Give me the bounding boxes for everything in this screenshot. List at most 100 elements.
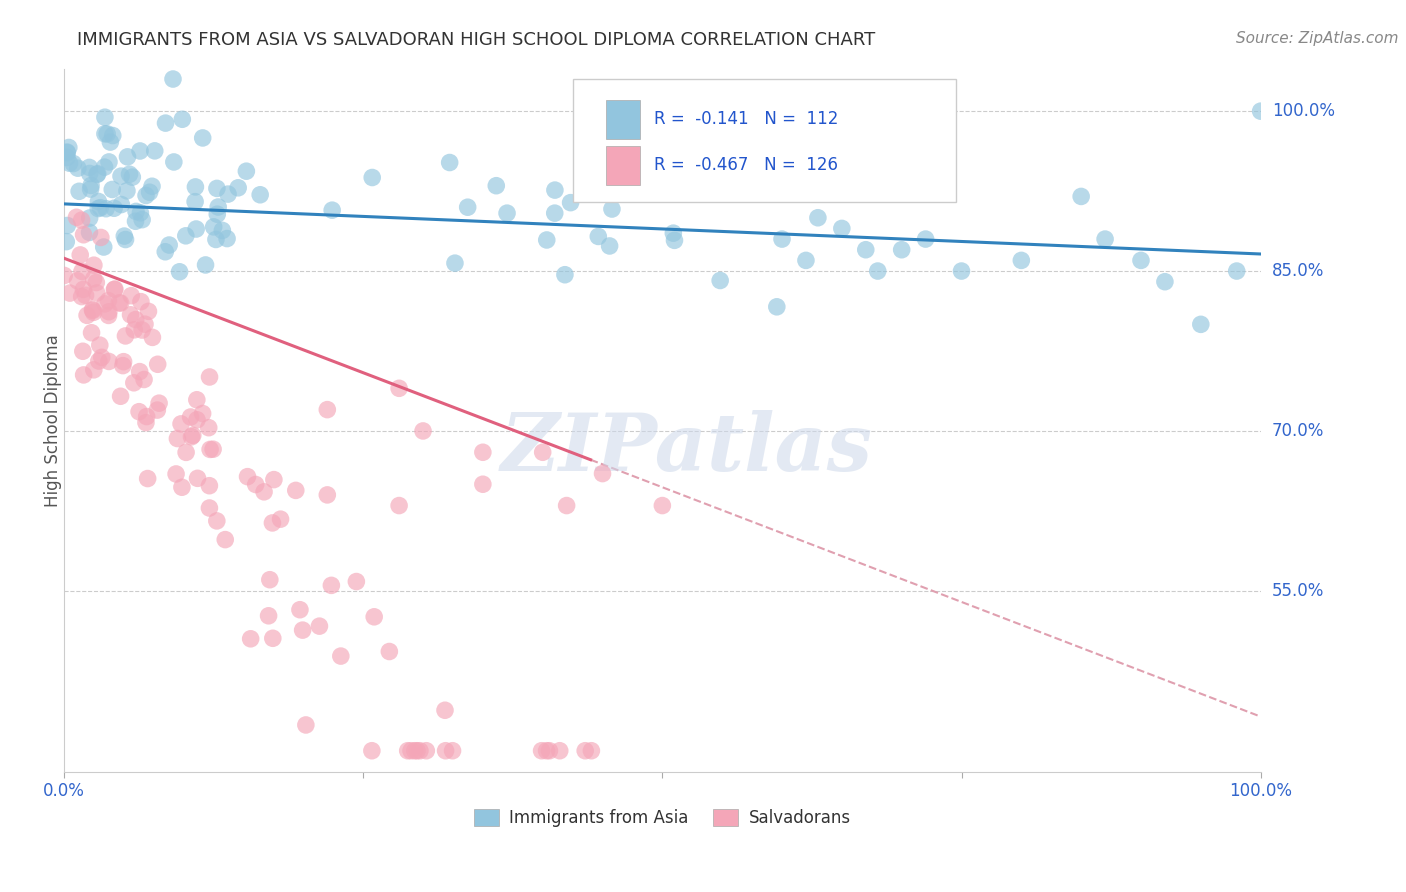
Point: [198, 370, 221, 384]
Point: [89, 338, 111, 352]
Point: [90, 351, 112, 365]
Point: [664, 233, 686, 247]
Point: [184, 194, 207, 209]
Point: [135, 188, 157, 202]
Point: [831, 221, 853, 235]
Point: [662, 226, 685, 240]
Point: [101, 182, 124, 196]
Point: [101, 128, 124, 143]
Point: [55, 235, 77, 249]
Point: [114, 233, 136, 247]
Point: [344, 574, 367, 589]
Point: [76, 309, 98, 323]
Point: [148, 396, 170, 410]
Point: [129, 206, 152, 220]
Point: [124, 214, 146, 228]
Point: [79, 226, 101, 240]
Point: [155, 244, 177, 259]
Point: [83, 363, 105, 377]
Point: [110, 389, 132, 403]
Point: [187, 471, 209, 485]
Point: [128, 405, 150, 419]
Point: [172, 112, 194, 127]
Point: [530, 744, 553, 758]
Point: [548, 744, 571, 758]
Point: [536, 233, 558, 247]
Point: [263, 473, 285, 487]
Point: [165, 467, 187, 481]
Point: [110, 197, 132, 211]
Text: 100.0%: 100.0%: [1272, 103, 1334, 120]
Point: [134, 317, 156, 331]
Point: [69, 248, 91, 262]
Point: [709, 273, 731, 287]
Point: [404, 744, 426, 758]
Point: [257, 608, 280, 623]
Point: [118, 167, 141, 181]
Point: [866, 264, 889, 278]
Point: [104, 282, 127, 296]
Text: Source: ZipAtlas.com: Source: ZipAtlas.com: [1236, 31, 1399, 46]
Point: [86, 167, 108, 181]
Point: [186, 222, 208, 236]
Point: [259, 573, 281, 587]
Point: [439, 155, 461, 169]
Point: [363, 609, 385, 624]
Point: [184, 180, 207, 194]
Point: [97, 309, 120, 323]
Point: [97, 354, 120, 368]
Point: [56, 145, 79, 159]
Point: [87, 354, 110, 368]
Point: [83, 272, 105, 286]
Point: [141, 330, 163, 344]
Point: [321, 203, 343, 218]
Point: [89, 201, 111, 215]
Point: [378, 644, 401, 658]
Point: [66, 161, 89, 176]
Text: IMMIGRANTS FROM ASIA VS SALVADORAN HIGH SCHOOL DIPLOMA CORRELATION CHART: IMMIGRANTS FROM ASIA VS SALVADORAN HIGH …: [77, 31, 876, 49]
Point: [110, 169, 132, 183]
Point: [198, 501, 221, 516]
Point: [96, 127, 118, 141]
Point: [207, 207, 229, 221]
Point: [1189, 318, 1212, 332]
Point: [56, 150, 79, 164]
Point: [120, 288, 142, 302]
Point: [441, 744, 464, 758]
Point: [166, 432, 188, 446]
Point: [53, 268, 76, 283]
Point: [214, 533, 236, 547]
Point: [103, 282, 125, 296]
Point: [581, 744, 603, 758]
Point: [496, 206, 519, 220]
Point: [1250, 104, 1272, 119]
Point: [131, 212, 153, 227]
Point: [56, 145, 79, 160]
Text: 55.0%: 55.0%: [1272, 582, 1324, 599]
Point: [471, 445, 494, 459]
Point: [890, 243, 912, 257]
Point: [262, 632, 284, 646]
Point: [593, 129, 616, 144]
Point: [117, 150, 139, 164]
Point: [1154, 275, 1177, 289]
Point: [444, 256, 467, 270]
Point: [125, 204, 148, 219]
Point: [56, 219, 79, 233]
Point: [170, 480, 193, 494]
Point: [146, 403, 169, 417]
Point: [136, 471, 159, 485]
Point: [131, 323, 153, 337]
Point: [97, 293, 120, 308]
Point: [554, 268, 576, 282]
Point: [70, 264, 93, 278]
Point: [59, 286, 82, 301]
Point: [170, 417, 193, 431]
Point: [531, 445, 554, 459]
Point: [62, 156, 84, 170]
Point: [471, 477, 494, 491]
Point: [65, 211, 87, 225]
Point: [599, 239, 621, 253]
Point: [181, 428, 204, 442]
Point: [79, 211, 101, 225]
